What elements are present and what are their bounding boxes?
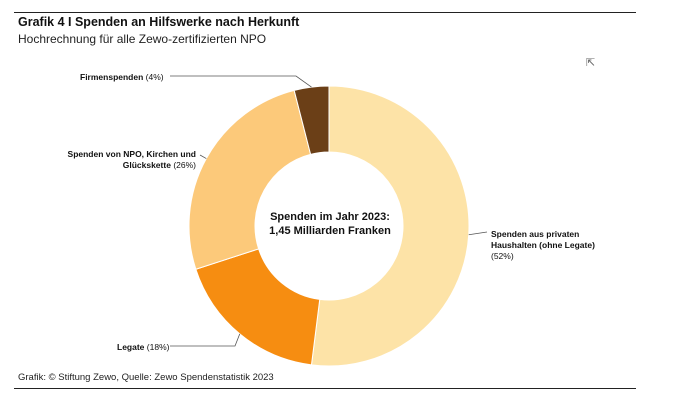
top-rule	[14, 12, 636, 13]
center-label-line1: Spenden im Jahr 2023:	[270, 211, 390, 223]
chart-subtitle: Hochrechnung für alle Zewo-zertifizierte…	[18, 32, 267, 46]
label-legate: Legate (18%)	[117, 342, 169, 353]
slice-legate	[195, 248, 321, 366]
slice-npo	[188, 89, 312, 270]
leader-line-npo	[199, 154, 207, 159]
center-label-line2: 1,45 Milliarden Franken	[269, 225, 391, 237]
label-npo-pct: (26%)	[173, 160, 196, 170]
label-private-households-line2: Haushalten (ohne Legate)	[491, 240, 595, 250]
label-npo-line1: Spenden von NPO, Kirchen und	[67, 149, 196, 159]
mouse-pointer-icon: ⇱	[586, 57, 596, 69]
label-private-households-line1: Spenden aus privaten	[491, 229, 580, 239]
label-legate-pct: (18%)	[146, 342, 170, 352]
label-private-households: Spenden aus privaten Haushalten (ohne Le…	[491, 229, 595, 262]
slice-private-households	[310, 85, 470, 367]
chart-title: Grafik 4 I Spenden an Hilfswerke nach He…	[18, 15, 300, 29]
leader-line-legate	[170, 333, 241, 347]
label-private-households-pct: (52%)	[491, 251, 514, 261]
label-legate-name: Legate	[117, 342, 145, 352]
label-npo: Spenden von NPO, Kirchen und Glückskette…	[18, 149, 196, 171]
label-firmenspenden: Firmenspenden (4%)	[80, 72, 164, 83]
leader-line-firmenspenden	[170, 75, 312, 88]
leader-line-private	[468, 231, 488, 236]
label-firmenspenden-pct: (4%)	[145, 72, 164, 82]
label-npo-line2: Glückskette	[122, 160, 171, 170]
bottom-rule	[14, 388, 636, 389]
center-label: Spenden im Jahr 2023: 1,45 Milliarden Fr…	[250, 210, 410, 238]
label-firmenspenden-name: Firmenspenden	[80, 72, 144, 82]
slice-firmenspenden	[293, 85, 330, 155]
chart-source: Grafik: © Stiftung Zewo, Quelle: Zewo Sp…	[18, 372, 274, 383]
